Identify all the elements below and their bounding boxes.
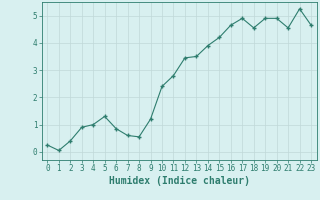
X-axis label: Humidex (Indice chaleur): Humidex (Indice chaleur) <box>109 176 250 186</box>
